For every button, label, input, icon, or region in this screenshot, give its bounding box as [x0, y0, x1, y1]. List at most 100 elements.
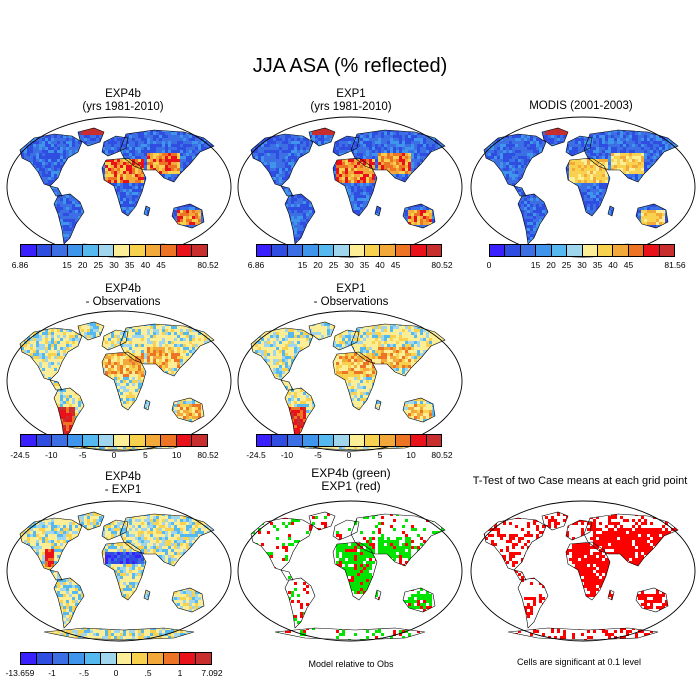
- colorbar-box: [287, 435, 304, 446]
- colorbar-box: [567, 245, 583, 256]
- colorbar-label: 20: [78, 260, 87, 270]
- colorbar-label: 10: [406, 450, 415, 460]
- colorbar-label: 80.52: [431, 260, 452, 270]
- colorbar-box: [68, 653, 85, 664]
- colorbar-label: 0: [487, 260, 492, 270]
- colorbar-box: [582, 245, 598, 256]
- colorbar-label: 6.86: [248, 260, 265, 270]
- colorbar-boxes: [256, 244, 442, 257]
- colorbar-box: [426, 435, 442, 446]
- colorbar-label: 10: [172, 450, 181, 460]
- colorbar-box: [411, 435, 427, 446]
- colorbar-label: 6.86: [12, 260, 29, 270]
- colorbar-box: [303, 245, 319, 256]
- colorbar-modis: 0 15 20 25 30 35 40 45 81.56: [487, 244, 686, 274]
- colorbar-box: [148, 653, 165, 664]
- panel-title-exp4b-exp1: EXP4b - EXP1: [8, 471, 238, 496]
- colorbar-box: [196, 653, 212, 664]
- colorbar-label: 25: [562, 260, 571, 270]
- colorbar-box: [98, 435, 115, 446]
- colorbar-label: 0: [112, 450, 117, 460]
- colorbar-label: 30: [344, 260, 353, 270]
- colorbar-label: 5: [143, 450, 148, 460]
- colorbar-box: [52, 653, 69, 664]
- panel-title-line: MODIS (2001-2003): [466, 100, 696, 113]
- colorbar-box: [67, 435, 84, 446]
- colorbar-box: [114, 435, 131, 446]
- colorbar-box: [613, 245, 629, 256]
- colorbar-box: [257, 245, 273, 256]
- panel-title-exp4b-obs: EXP4b - Observations: [8, 283, 238, 308]
- colorbar-box: [272, 245, 288, 256]
- colorbar-box: [161, 435, 177, 446]
- colorbar-label: -5: [314, 450, 322, 460]
- colorbar-box: [334, 245, 350, 256]
- panel-title-line: EXP4b: [8, 283, 238, 296]
- colorbar-label: -.5: [79, 668, 89, 678]
- colorbar-box: [318, 435, 335, 446]
- colorbar-label: 35: [125, 260, 134, 270]
- colorbar-box: [349, 245, 365, 256]
- colorbar-label: -13.659: [6, 668, 35, 678]
- colorbar-box: [380, 245, 396, 256]
- colorbar-box: [411, 245, 427, 256]
- map-panel-ttest: [468, 496, 698, 646]
- colorbar-box: [272, 435, 288, 446]
- colorbar-box: [349, 435, 365, 446]
- colorbar-label: 15: [62, 260, 71, 270]
- colorbar-box: [395, 435, 412, 446]
- colorbar-box: [426, 245, 442, 256]
- colorbar-label: -24.5: [246, 450, 265, 460]
- colorbar-box: [303, 435, 319, 446]
- colorbar-box: [287, 245, 304, 256]
- colorbar-label: -5: [79, 450, 87, 460]
- colorbar-box: [192, 435, 207, 446]
- colorbar-label: -10: [281, 450, 293, 460]
- colorbar-box: [644, 245, 660, 256]
- panel-title-line: EXP4b: [8, 88, 238, 101]
- colorbar-box: [334, 435, 350, 446]
- colorbar-label: 45: [156, 260, 165, 270]
- colorbar-label: 80.52: [197, 450, 218, 460]
- colorbar-label: 81.56: [664, 260, 685, 270]
- panel-title-line: EXP1: [236, 88, 466, 101]
- panel-title-line: - Observations: [236, 296, 466, 309]
- colorbar-label: 1: [178, 668, 183, 678]
- colorbar-label: 35: [360, 260, 369, 270]
- panel-title-ttest: T-Test of two Case means at each grid po…: [455, 475, 700, 488]
- colorbar-box: [130, 435, 146, 446]
- colorbar-label: 20: [313, 260, 322, 270]
- colorbar-exp1: 6.86 15 20 25 30 35 40 45 80.52: [248, 244, 453, 274]
- colorbar-label: 20: [546, 260, 555, 270]
- colorbar-box: [21, 653, 37, 664]
- colorbar-box: [364, 435, 381, 446]
- colorbar-label: 80.52: [431, 450, 452, 460]
- colorbar-box: [364, 245, 381, 256]
- colorbar-box: [130, 245, 146, 256]
- colorbar-box: [116, 653, 133, 664]
- colorbar-box: [36, 435, 53, 446]
- panel-title-line: - Observations: [8, 296, 238, 309]
- panel-title-line: (yrs 1981-2010): [236, 101, 466, 114]
- map-panel-exp1: [235, 112, 465, 262]
- colorbar-label: 15: [298, 260, 307, 270]
- colorbar-box: [100, 653, 117, 664]
- colorbar-label: 80.52: [197, 260, 218, 270]
- colorbar-box: [659, 245, 675, 256]
- panel-title-line: EXP1 (red): [236, 480, 466, 493]
- panel-title-exp1: EXP1 (yrs 1981-2010): [236, 88, 466, 113]
- colorbar-box: [380, 435, 396, 446]
- map-panel-modis: [468, 112, 698, 262]
- colorbar-box: [597, 245, 614, 256]
- colorbar-label: 30: [109, 260, 118, 270]
- colorbar-label: 35: [593, 260, 602, 270]
- colorbar-box: [83, 435, 99, 446]
- colorbar-box: [132, 653, 149, 664]
- colorbar-box: [176, 435, 193, 446]
- colorbar-label: 45: [624, 260, 633, 270]
- colorbar-box: [551, 245, 568, 256]
- colorbar-box: [520, 245, 537, 256]
- colorbar-label: 25: [94, 260, 103, 270]
- colorbar-box: [318, 245, 335, 256]
- colorbar-label: 25: [329, 260, 338, 270]
